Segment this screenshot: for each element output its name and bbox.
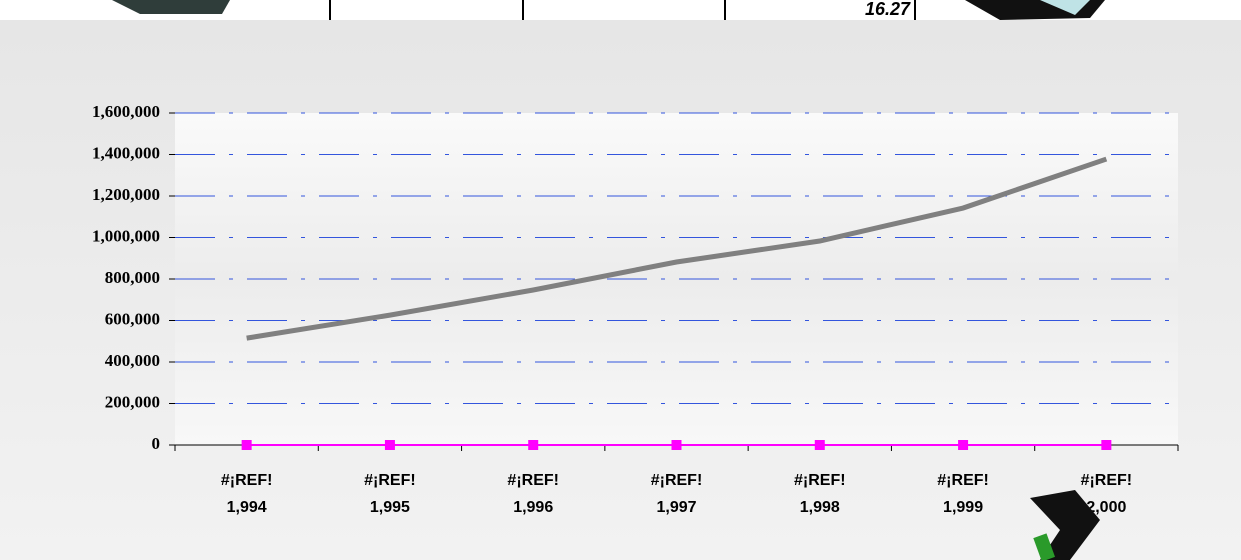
x-tick-label: 1,996	[513, 499, 553, 516]
x-tick-label: #¡REF!	[1081, 472, 1133, 489]
x-tick-label: 1,999	[943, 499, 983, 516]
icon	[1030, 490, 1100, 560]
marker	[814, 440, 825, 450]
icon	[1040, 0, 1090, 15]
y-tick-label: 1,600,000	[92, 102, 160, 121]
x-tick-label: #¡REF!	[507, 472, 559, 489]
x-tick-label: 1,997	[656, 499, 696, 516]
x-tick-label: 1,998	[800, 499, 840, 516]
x-tick-label: #¡REF!	[221, 472, 273, 489]
recycle-icon	[1030, 490, 1100, 560]
marker	[671, 440, 682, 450]
icon	[1033, 533, 1056, 560]
marker	[958, 440, 969, 450]
y-tick-label: 200,000	[105, 392, 160, 411]
y-tick-label: 1,000,000	[92, 226, 160, 245]
x-tick-label: 2,000	[1086, 499, 1126, 516]
x-tick-label: #¡REF!	[937, 472, 989, 489]
y-tick-label: 400,000	[105, 351, 160, 370]
y-tick-label: 800,000	[105, 268, 160, 287]
marker	[1101, 440, 1112, 450]
cell-text: 16.27	[865, 0, 911, 19]
y-tick-label: 1,400,000	[92, 143, 160, 162]
marker	[528, 440, 539, 450]
x-tick-label: #¡REF!	[364, 472, 416, 489]
x-tick-label: 1,995	[370, 499, 410, 516]
marker	[384, 440, 395, 450]
x-tick-label: 1,994	[227, 499, 267, 516]
sheet-strip: 16.27	[112, 0, 1105, 20]
icon	[112, 0, 230, 14]
x-tick-label: #¡REF!	[794, 472, 846, 489]
y-tick-label: 1,200,000	[92, 185, 160, 204]
marker	[241, 440, 252, 450]
series-line	[246, 156, 1108, 341]
y-tick-label: 600,000	[105, 309, 160, 328]
y-tick-label: 0	[152, 434, 161, 453]
x-tick-label: #¡REF!	[651, 472, 703, 489]
